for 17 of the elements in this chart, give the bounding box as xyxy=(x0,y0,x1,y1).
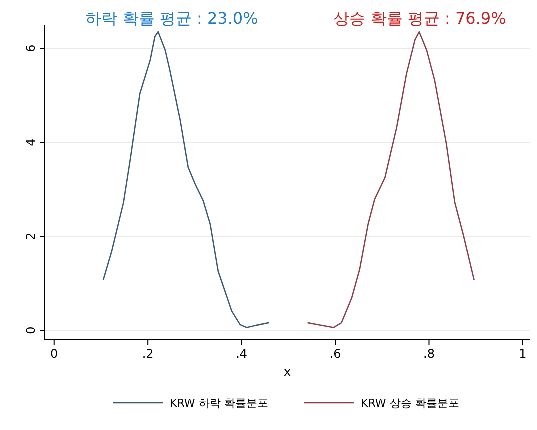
legend-label: KRW 상승 확률분포 xyxy=(361,397,460,410)
annotation: 상승 확률 평균 : 76.9% xyxy=(334,9,506,28)
x-tick-label: .2 xyxy=(142,347,154,361)
x-tick-label: 1 xyxy=(519,347,527,361)
x-tick-label: 0 xyxy=(50,347,58,361)
annotation: 하락 확률 평균 : 23.0% xyxy=(86,9,258,28)
legend-label: KRW 하락 확률분포 xyxy=(170,397,268,410)
y-tick-label: 4 xyxy=(24,138,38,146)
x-tick-label: .4 xyxy=(236,347,248,361)
y-tick-label: 6 xyxy=(24,44,38,52)
x-tick-label: .8 xyxy=(424,347,435,361)
line-series xyxy=(308,31,475,328)
line-series xyxy=(102,31,270,328)
x-axis-title: x xyxy=(284,365,292,379)
y-tick-label: 0 xyxy=(24,326,38,334)
x-tick-label: .6 xyxy=(330,347,342,361)
y-tick-label: 2 xyxy=(24,232,38,240)
